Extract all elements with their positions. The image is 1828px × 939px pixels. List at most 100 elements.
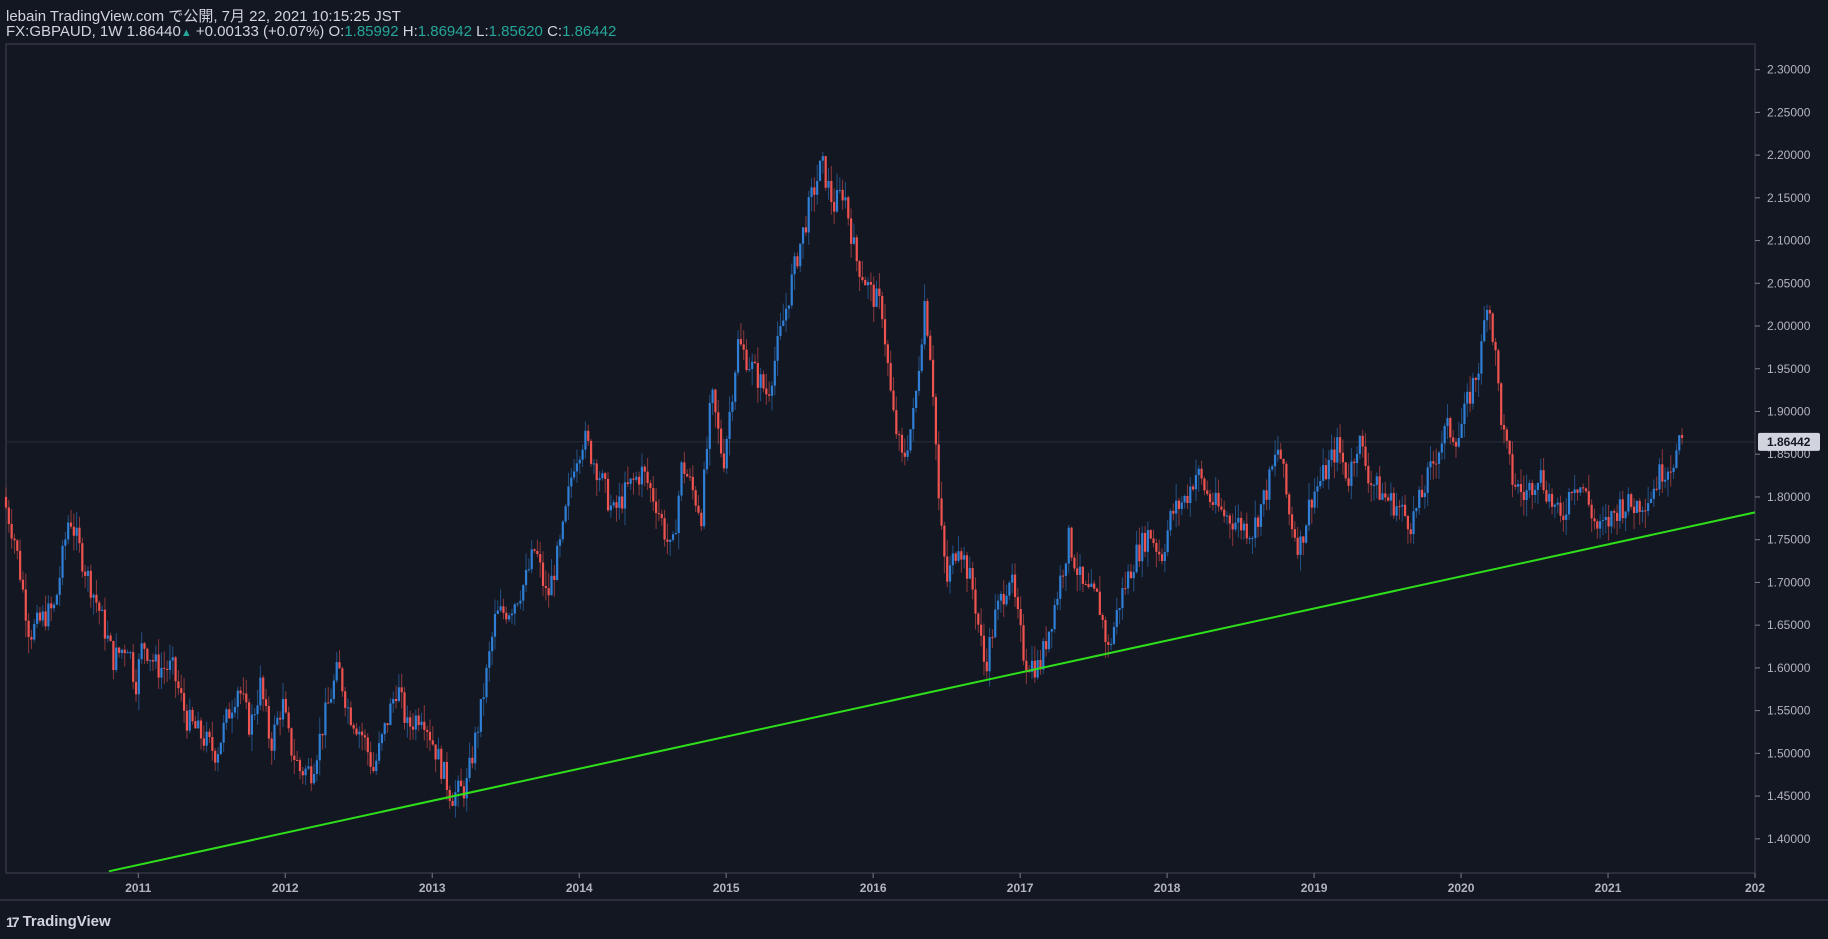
price-tick-label: 2.15000: [1767, 191, 1811, 205]
candle-body: [691, 476, 694, 491]
candle-body: [652, 488, 655, 502]
candle-body: [465, 777, 468, 799]
candle-body: [479, 699, 482, 732]
candle-body: [1525, 490, 1528, 501]
candle-body: [751, 361, 754, 370]
candle-body: [1177, 500, 1181, 509]
candle-body: [304, 768, 307, 776]
candle-body: [694, 490, 697, 506]
candle-body: [100, 609, 104, 611]
candle-body: [1158, 551, 1161, 555]
candle-body: [578, 459, 581, 464]
candle-body: [1545, 490, 1548, 502]
candle-body: [1245, 523, 1248, 539]
candle-body: [459, 780, 463, 787]
candle-body: [1090, 583, 1093, 588]
tradingview-logo-icon: 17: [6, 913, 20, 930]
candle-body: [513, 604, 516, 614]
candle-body: [250, 714, 254, 735]
price-axis[interactable]: 2.30000 2.25000 2.20000 2.15000 2.10000 2.050…: [1755, 63, 1820, 846]
candle-body: [1367, 466, 1370, 484]
candle-body: [623, 482, 627, 509]
candle-body: [974, 589, 977, 614]
candle-body: [1299, 536, 1302, 555]
candle-body: [810, 187, 813, 198]
candle-body: [1463, 403, 1466, 425]
price-tick-label: 1.90000: [1767, 404, 1811, 418]
candle-body: [1409, 529, 1412, 535]
candle-body: [1443, 425, 1446, 444]
candle-body: [615, 502, 618, 508]
candle-body: [886, 344, 889, 364]
candle-body: [21, 579, 25, 590]
candle-body: [1330, 449, 1333, 461]
candle-body: [151, 660, 155, 662]
price-tick-label: 1.70000: [1767, 575, 1811, 589]
candle-body: [1644, 510, 1647, 512]
candle-body: [937, 444, 940, 499]
candle-body: [437, 748, 440, 760]
candle-body: [1011, 574, 1014, 583]
support-trendline[interactable]: [108, 511, 1756, 873]
candle-body: [793, 256, 796, 275]
candle-body: [898, 434, 901, 436]
candle-body: [1519, 483, 1523, 492]
candle-body: [708, 402, 711, 449]
candle-body: [7, 507, 10, 525]
candle-body: [1548, 493, 1551, 502]
candle-body: [609, 505, 612, 511]
candle-body: [1395, 506, 1398, 516]
candle-body: [1658, 464, 1661, 490]
time-axis[interactable]: 2011 2012 2013 2014 2015 2016 2017 2018 2019 2020…: [125, 873, 1765, 895]
candle-body: [428, 731, 432, 741]
time-tick-label: 2016: [860, 881, 887, 895]
candle-body: [1192, 486, 1195, 490]
candle-body: [782, 320, 785, 327]
candle-body: [1067, 527, 1070, 564]
candle-body: [1319, 480, 1322, 487]
candle-body: [355, 728, 358, 735]
price-tick-label: 1.80000: [1767, 490, 1811, 504]
candle-body: [703, 469, 706, 527]
candle-body: [1002, 593, 1005, 605]
tradingview-logo[interactable]: 17 TradingView: [6, 913, 111, 930]
candle-body: [527, 569, 530, 571]
candle-body: [298, 760, 302, 772]
time-tick-label: 2015: [713, 881, 740, 895]
price-tick-label: 1.95000: [1767, 362, 1811, 376]
symbol-info-line: FX:GBPAUD, 1W 1.86440▲ +0.00133 (+0.07%)…: [6, 23, 616, 40]
candle-body: [454, 792, 457, 806]
candle-body: [1559, 502, 1562, 516]
candle-body: [1338, 437, 1342, 453]
candle-body: [1403, 504, 1407, 516]
candle-body: [420, 721, 423, 726]
candle-body: [1257, 517, 1260, 527]
candle-body: [72, 526, 75, 536]
trendline-layer[interactable]: [108, 511, 1756, 873]
candle-body: [1415, 507, 1418, 512]
symbol-label[interactable]: FX:GBPAUD, 1W: [6, 23, 123, 40]
candle-body: [1565, 514, 1568, 520]
candle-body: [544, 585, 547, 589]
candle-body: [267, 706, 270, 739]
candle-body: [457, 780, 460, 793]
candle-body: [917, 370, 921, 391]
price-tick-label: 2.10000: [1767, 234, 1811, 248]
candle-body: [377, 743, 381, 761]
candle-body: [1208, 493, 1212, 503]
candle-body: [1678, 435, 1681, 451]
price-tick-label: 1.65000: [1767, 618, 1811, 632]
price-tick-label: 2.20000: [1767, 148, 1811, 162]
candle-body: [522, 585, 525, 601]
candle-body: [1180, 502, 1183, 509]
candle-body: [1534, 489, 1537, 495]
candle-body: [1183, 495, 1186, 503]
candle-body: [1573, 489, 1576, 494]
candle-body: [341, 668, 344, 692]
candle-body: [163, 667, 166, 669]
candle-body: [1322, 465, 1325, 481]
candle-body: [1361, 435, 1364, 447]
candle-body: [606, 478, 610, 511]
candle-body: [1285, 463, 1288, 495]
